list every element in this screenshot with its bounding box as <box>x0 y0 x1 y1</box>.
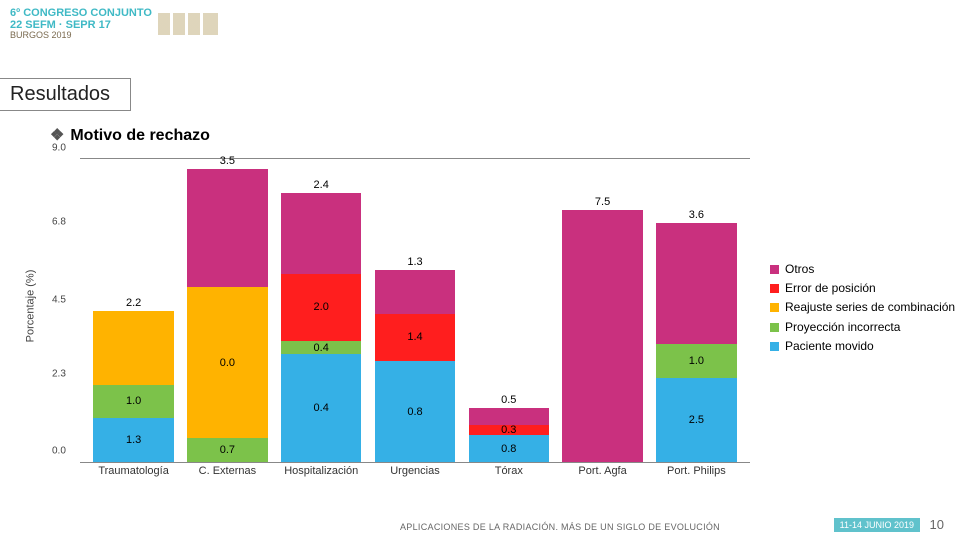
bar-value-label: 1.3 <box>126 434 141 446</box>
bar-value-label: 3.6 <box>689 209 704 221</box>
section-title: Resultados <box>0 78 131 111</box>
bar-value-label: 0.4 <box>314 342 329 354</box>
bar-column: 7.5 <box>562 159 642 462</box>
bar-segment: 0.5 <box>469 408 549 425</box>
legend-label: Otros <box>785 260 814 279</box>
bar-column: 0.8 1.4 1.3 <box>375 159 455 462</box>
bar-value-label: 0.4 <box>314 402 329 414</box>
bar-segment: 0.4 <box>281 341 361 354</box>
bar-value-label: 0.0 <box>220 357 235 369</box>
bar-segment: 2.4 <box>281 193 361 274</box>
x-tick-label: Urgencias <box>375 465 455 493</box>
x-tick-label: Port. Philips <box>656 465 736 493</box>
bar-segment: 2.2 <box>93 311 173 385</box>
bar-value-label: 0.5 <box>501 394 516 406</box>
footer-text: APLICACIONES DE LA RADIACIÓN. MÁS DE UN … <box>400 522 720 532</box>
legend-item: Otros <box>770 260 955 279</box>
legend-label: Paciente movido <box>785 337 874 356</box>
x-tick-label: Hospitalización <box>281 465 361 493</box>
bar-segment: 1.0 <box>93 385 173 419</box>
legend-item: Reajuste series de combinación <box>770 298 955 317</box>
bar-value-label: 7.5 <box>595 196 610 208</box>
bar-value-label: 1.4 <box>407 331 422 343</box>
y-tick: 4.5 <box>52 294 66 305</box>
y-tick: 6.8 <box>52 217 66 228</box>
bar-segment: 2.5 <box>656 378 736 462</box>
bar-column: 2.5 1.0 3.6 <box>656 159 736 462</box>
y-axis-label: Porcentaje (%) <box>20 148 40 463</box>
bar-segment: 0.0 <box>187 287 267 439</box>
bar-value-label: 3.5 <box>220 155 235 167</box>
x-tick-label: Port. Agfa <box>562 465 642 493</box>
y-tick: 9.0 <box>52 143 66 154</box>
bar-value-label: 2.0 <box>314 301 329 313</box>
legend-item: Error de posición <box>770 279 955 298</box>
legend-swatch <box>770 323 779 332</box>
bar-column: 1.3 1.0 2.2 <box>93 159 173 462</box>
bar-segment: 1.3 <box>93 418 173 462</box>
bar-value-label: 1.0 <box>689 355 704 367</box>
bar-column: 0.7 0.0 3.5 <box>187 159 267 462</box>
bar-segment: 1.4 <box>375 314 455 361</box>
bar-column: 0.80.30.5 <box>469 159 549 462</box>
chart: Porcentaje (%) 0.02.34.56.89.01.31.02.20… <box>50 148 750 493</box>
page-number: 10 <box>930 517 944 532</box>
bar-value-label: 2.2 <box>126 297 141 309</box>
logo-area: 6º CONGRESO CONJUNTO 22 SEFM · SEPR 17 B… <box>10 8 218 40</box>
bar-segment: 1.3 <box>375 270 455 314</box>
logo-line1: 6º CONGRESO CONJUNTO <box>10 8 152 20</box>
bar-value-label: 1.3 <box>407 256 422 268</box>
x-tick-label: Tórax <box>469 465 549 493</box>
footer-dates: 11-14 JUNIO 2019 <box>834 518 920 532</box>
x-axis-labels: Traumatología C. Externas Hospitalización U… <box>80 465 750 493</box>
x-tick-label: C. Externas <box>187 465 267 493</box>
bar-segment: 0.3 <box>469 425 549 435</box>
bar-value-label: 0.8 <box>501 443 516 455</box>
legend-swatch <box>770 342 779 351</box>
plot-area: 0.02.34.56.89.01.31.02.20.70.03.50.40.42… <box>80 158 750 463</box>
bar-segment: 0.7 <box>187 438 267 462</box>
y-tick: 2.3 <box>52 368 66 379</box>
bar-segment: 3.5 <box>187 169 267 287</box>
city-silhouette-icon <box>158 13 218 35</box>
legend-label: Reajuste series de combinación <box>785 298 955 317</box>
legend-label: Proyección incorrecta <box>785 318 900 337</box>
x-tick-label: Traumatología <box>93 465 173 493</box>
bar-value-label: 0.7 <box>220 444 235 456</box>
bar-value-label: 2.4 <box>314 179 329 191</box>
legend: OtrosError de posiciónReajuste series de… <box>770 260 955 356</box>
bar-value-label: 1.0 <box>126 395 141 407</box>
legend-label: Error de posición <box>785 279 876 298</box>
bar-segment: 1.0 <box>656 344 736 378</box>
legend-swatch <box>770 284 779 293</box>
bar-segment: 7.5 <box>562 210 642 463</box>
bar-segment: 3.6 <box>656 223 736 344</box>
legend-item: Proyección incorrecta <box>770 318 955 337</box>
bar-segment: 0.4 <box>281 354 361 462</box>
bar-segment: 2.0 <box>281 274 361 341</box>
legend-item: Paciente movido <box>770 337 955 356</box>
bar-value-label: 2.5 <box>689 414 704 426</box>
bar-value-label: 0.8 <box>407 406 422 418</box>
bar-segment: 0.8 <box>375 361 455 462</box>
bar-segment: 0.8 <box>469 435 549 462</box>
bar-value-label: 0.3 <box>501 424 516 436</box>
legend-swatch <box>770 265 779 274</box>
y-tick: 0.0 <box>52 446 66 457</box>
bar-column: 0.4 0.4 2.0 2.4 <box>281 159 361 462</box>
legend-swatch <box>770 303 779 312</box>
logo-line3: BURGOS 2019 <box>10 31 152 40</box>
chart-subtitle: Motivo de rechazo <box>50 125 210 145</box>
